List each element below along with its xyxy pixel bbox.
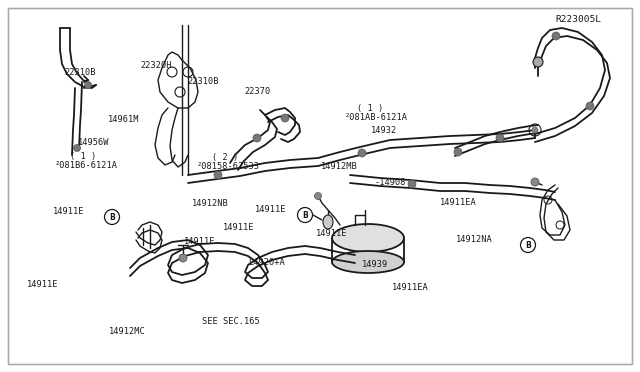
Text: 14912MC: 14912MC (109, 327, 145, 336)
Text: ²081B6-6121A: ²081B6-6121A (54, 161, 117, 170)
Ellipse shape (323, 215, 333, 229)
Text: 14912NB: 14912NB (192, 199, 228, 208)
Circle shape (533, 57, 543, 67)
Circle shape (532, 127, 538, 133)
Circle shape (531, 178, 539, 186)
Circle shape (84, 81, 92, 89)
Text: 14956W: 14956W (78, 138, 109, 147)
Text: -14908: -14908 (374, 178, 406, 187)
Text: 14912NA: 14912NA (456, 235, 493, 244)
Text: SEE SEC.165: SEE SEC.165 (202, 317, 259, 326)
Text: 22320H: 22320H (141, 61, 172, 70)
Text: ²08158-62533: ²08158-62533 (197, 162, 260, 171)
Text: 14912MB: 14912MB (321, 162, 358, 171)
Text: B: B (302, 211, 308, 219)
Text: 14911EA: 14911EA (392, 283, 428, 292)
Circle shape (214, 171, 222, 179)
Text: 22310B: 22310B (187, 77, 218, 86)
Circle shape (454, 148, 462, 156)
Circle shape (496, 134, 504, 142)
Circle shape (314, 192, 321, 199)
Text: B: B (525, 241, 531, 250)
Text: ²081AB-6121A: ²081AB-6121A (344, 113, 407, 122)
Circle shape (586, 102, 594, 110)
Text: 14911E: 14911E (27, 280, 58, 289)
Text: 14911E: 14911E (316, 229, 348, 238)
Text: 14911E: 14911E (52, 207, 84, 216)
Text: ( 1 ): ( 1 ) (70, 153, 97, 161)
Ellipse shape (332, 224, 404, 252)
Text: 14911E: 14911E (223, 223, 254, 232)
Ellipse shape (332, 251, 404, 273)
Circle shape (74, 144, 81, 151)
Text: ( 2 ): ( 2 ) (212, 153, 239, 162)
Text: 14911E: 14911E (184, 237, 216, 246)
Circle shape (281, 114, 289, 122)
Circle shape (552, 32, 560, 40)
Text: 14911EA: 14911EA (440, 198, 477, 207)
Text: L4920+A: L4920+A (248, 258, 285, 267)
Text: R223005L: R223005L (556, 15, 602, 24)
Text: 22370: 22370 (244, 87, 271, 96)
Circle shape (408, 180, 416, 188)
Text: 22310B: 22310B (64, 68, 95, 77)
Text: ( 1 ): ( 1 ) (357, 104, 383, 113)
Circle shape (253, 134, 261, 142)
Text: 14911E: 14911E (255, 205, 286, 214)
Text: B: B (109, 212, 115, 221)
Text: 14939: 14939 (362, 260, 388, 269)
Text: 14932: 14932 (371, 126, 397, 135)
Text: 14961M: 14961M (108, 115, 139, 124)
Circle shape (179, 254, 187, 262)
Circle shape (358, 149, 366, 157)
